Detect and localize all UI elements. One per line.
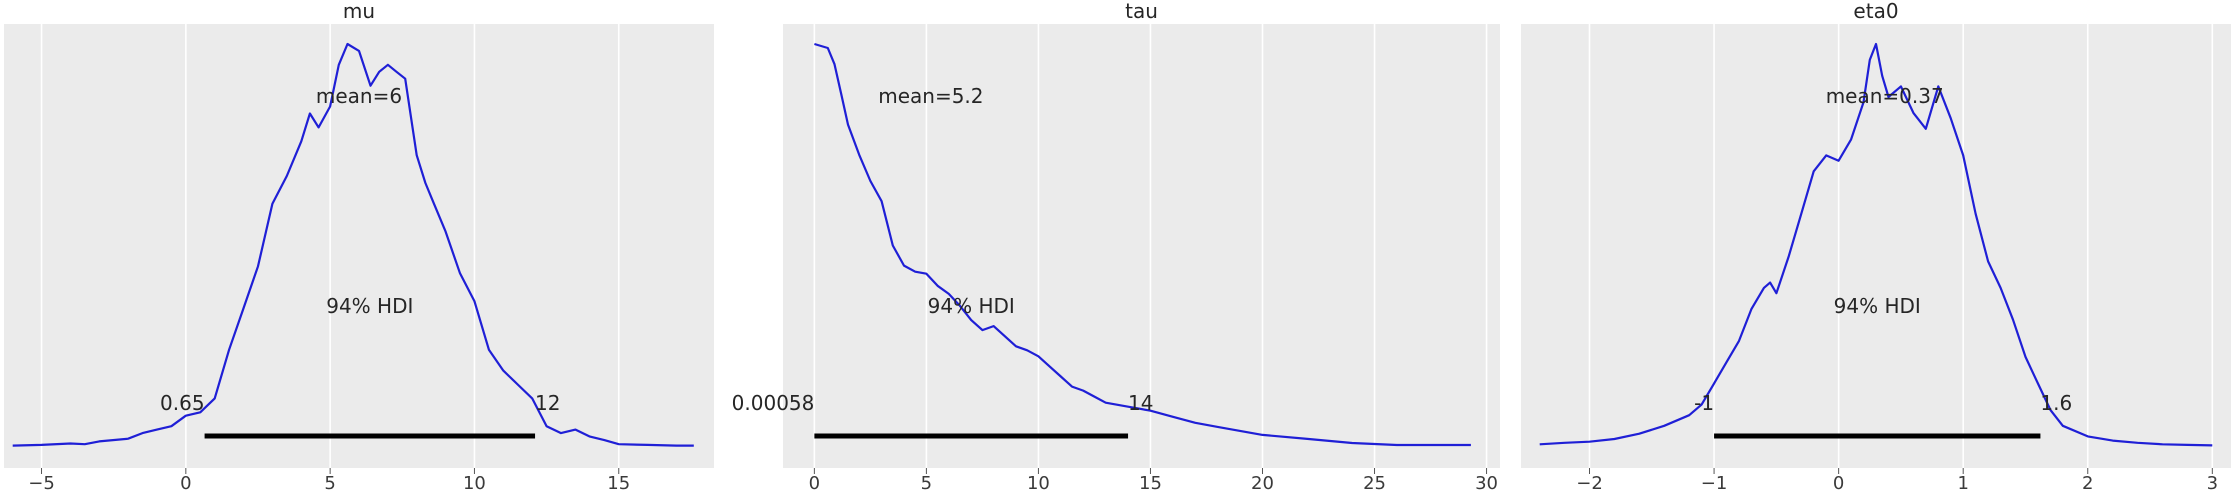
hdi-low-label: -1 bbox=[1694, 391, 1714, 415]
hdi-high-label: 1.6 bbox=[2040, 391, 2072, 415]
panel-title: eta0 bbox=[1853, 0, 1898, 23]
x-tick-label: −2 bbox=[1576, 473, 1603, 494]
x-tick-label: 10 bbox=[463, 473, 486, 494]
mean-label: mean=6 bbox=[316, 84, 402, 108]
density-curve-tau bbox=[814, 42, 1471, 447]
mean-label: mean=5.2 bbox=[878, 84, 983, 108]
x-tick-label: 0 bbox=[809, 473, 820, 494]
x-tick-label: 5 bbox=[324, 473, 335, 494]
x-tick-label: 30 bbox=[1475, 473, 1498, 494]
hdi-low-label: 0.65 bbox=[160, 391, 205, 415]
x-tick-label: 15 bbox=[607, 473, 630, 494]
hdi-high-label: 14 bbox=[1128, 391, 1153, 415]
hdi-low-label: 0.00058 bbox=[732, 391, 815, 415]
x-tick-label: 15 bbox=[1139, 473, 1162, 494]
x-tick-label: 25 bbox=[1363, 473, 1386, 494]
panel-title: tau bbox=[1125, 0, 1158, 23]
hdi-label: 94% HDI bbox=[326, 294, 413, 318]
x-tick-label: −1 bbox=[1701, 473, 1728, 494]
x-tick-label: −5 bbox=[28, 473, 55, 494]
hdi-label: 94% HDI bbox=[1834, 294, 1921, 318]
plot-area-tau bbox=[783, 24, 1500, 468]
x-tick-label: 5 bbox=[921, 473, 932, 494]
mean-label: mean=0.37 bbox=[1826, 84, 1944, 108]
x-tick-label: 10 bbox=[1027, 473, 1050, 494]
density-curve-eta0 bbox=[1539, 42, 2213, 447]
x-tick-label: 2 bbox=[2082, 473, 2093, 494]
plot-area-mu bbox=[4, 24, 714, 468]
hdi-high-label: 12 bbox=[535, 391, 560, 415]
x-tick-label: 0 bbox=[180, 473, 191, 494]
x-tick-label: 3 bbox=[2207, 473, 2218, 494]
hdi-label: 94% HDI bbox=[928, 294, 1015, 318]
x-tick-label: 0 bbox=[1833, 473, 1844, 494]
x-tick-label: 20 bbox=[1251, 473, 1274, 494]
panel-title: mu bbox=[343, 0, 375, 23]
density-curve-mu bbox=[12, 42, 694, 447]
plot-area-eta0 bbox=[1521, 24, 2231, 468]
x-tick-label: 1 bbox=[1957, 473, 1968, 494]
